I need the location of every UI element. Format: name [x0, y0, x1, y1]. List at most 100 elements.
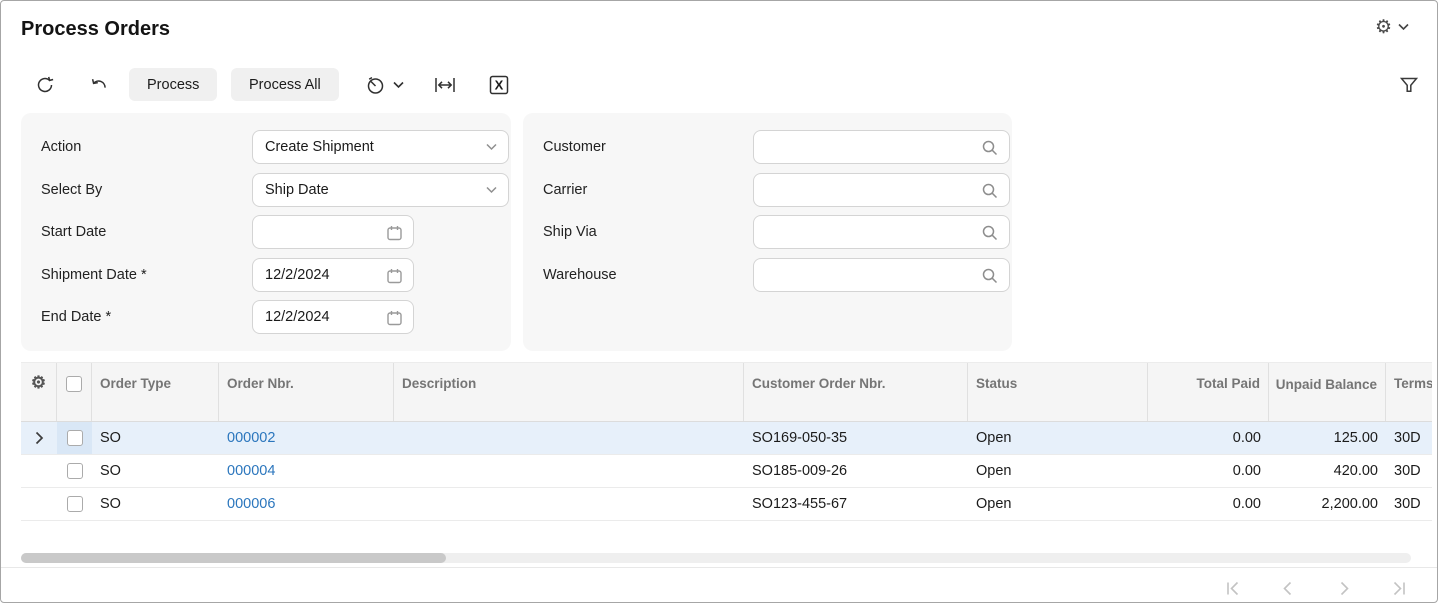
cell-order-type: SO	[100, 495, 121, 512]
row-pointer-cell	[21, 455, 57, 488]
customer-input[interactable]	[766, 131, 976, 163]
row-checkbox[interactable]	[57, 488, 92, 521]
chevron-right-icon	[35, 431, 43, 445]
cell-order-type: SO	[100, 429, 121, 446]
last-page-button[interactable]	[1388, 578, 1408, 598]
next-page-button[interactable]	[1333, 578, 1353, 598]
chevron-down-icon	[486, 143, 497, 151]
checkbox-icon	[66, 430, 83, 446]
filter-settings-button[interactable]	[1397, 73, 1421, 97]
schedule-button[interactable]	[361, 73, 407, 97]
gear-icon: ⚙	[30, 373, 47, 392]
svg-text:X: X	[495, 78, 504, 93]
select-all-checkbox[interactable]	[57, 363, 92, 421]
calendar-icon[interactable]	[386, 224, 403, 242]
start-date-label: Start Date	[41, 224, 107, 240]
shipment-date-label: Shipment Date *	[41, 267, 147, 283]
row-checkbox[interactable]	[57, 422, 92, 454]
checkbox-icon	[66, 376, 82, 392]
cell-order-nbr: 000002	[219, 422, 394, 455]
cell-terms: 30D	[1394, 429, 1421, 446]
horizontal-scrollbar[interactable]	[21, 553, 1411, 563]
select-by-select[interactable]: Ship Date	[252, 173, 509, 207]
start-date-field	[252, 215, 414, 249]
ship-via-input[interactable]	[766, 216, 976, 248]
cell-terms: 30D	[1394, 495, 1421, 512]
start-date-input[interactable]	[265, 216, 375, 248]
column-header-order-nbr[interactable]: Order Nbr.	[219, 363, 394, 421]
cell-order-nbr: 000004	[219, 455, 394, 488]
column-header-order-type[interactable]: Order Type	[92, 363, 219, 421]
order-nbr-link[interactable]: 000004	[227, 462, 276, 479]
customer-label: Customer	[543, 139, 606, 155]
cell-description	[394, 488, 744, 521]
calendar-icon[interactable]	[386, 309, 403, 327]
cell-total-paid: 0.00	[1232, 495, 1261, 512]
cell-unpaid-balance: 2,200.00	[1321, 495, 1378, 512]
previous-page-button[interactable]	[1278, 578, 1298, 598]
carrier-field	[753, 173, 1010, 207]
export-to-excel-button[interactable]: X	[487, 73, 511, 97]
calendar-icon[interactable]	[386, 267, 403, 285]
cell-order-nbr: 000006	[219, 488, 394, 521]
cell-order-type: SO	[100, 462, 121, 479]
refresh-button[interactable]	[33, 73, 57, 97]
cell-customer-order-nbr: SO123-455-67	[752, 495, 848, 512]
column-header-description[interactable]: Description	[394, 363, 744, 421]
row-pointer-cell	[21, 422, 57, 455]
column-header-status[interactable]: Status	[968, 363, 1148, 421]
cell-unpaid-balance: 125.00	[1333, 429, 1378, 446]
cancel-button[interactable]	[87, 73, 111, 97]
column-header-total-paid[interactable]: Total Paid	[1148, 363, 1269, 421]
row-checkbox[interactable]	[57, 455, 92, 488]
table-row[interactable]: SO 000004 SO185-009-26 Open 0.00 420.00 …	[21, 455, 1432, 488]
customer-field	[753, 130, 1010, 164]
orders-grid: ⚙ Order Type Order Nbr. Description Cust…	[21, 362, 1432, 521]
scrollbar-thumb[interactable]	[21, 553, 446, 563]
ship-via-field	[753, 215, 1010, 249]
search-icon[interactable]	[981, 139, 999, 157]
process-all-button[interactable]: Process All	[231, 68, 339, 101]
chevron-down-icon	[486, 186, 497, 194]
chevron-down-icon	[1398, 23, 1409, 31]
column-header-terms[interactable]: Terms	[1386, 363, 1432, 421]
screen-settings-button[interactable]: ⚙	[1375, 15, 1419, 39]
column-header-customer-order-nbr[interactable]: Customer Order Nbr.	[744, 363, 968, 421]
column-header-unpaid-balance[interactable]: Unpaid Balance	[1269, 363, 1386, 421]
selection-filters-panel: Customer Carrier Ship Via	[523, 113, 1012, 351]
fit-to-screen-button[interactable]	[433, 73, 457, 97]
page-title: Process Orders	[21, 18, 170, 40]
order-nbr-link[interactable]: 000006	[227, 495, 276, 512]
cell-terms: 30D	[1394, 462, 1421, 479]
last-page-icon	[1393, 581, 1405, 595]
cell-status: Open	[976, 495, 1012, 512]
column-configuration-button[interactable]: ⚙	[21, 363, 57, 421]
select-by-label: Select By	[41, 182, 103, 198]
fit-width-icon	[435, 78, 455, 92]
carrier-input[interactable]	[766, 174, 976, 206]
process-button[interactable]: Process	[129, 68, 218, 101]
cell-description	[394, 455, 744, 488]
action-select[interactable]: Create Shipment	[252, 130, 509, 164]
warehouse-label: Warehouse	[543, 267, 617, 283]
action-label: Action	[41, 139, 82, 155]
search-icon[interactable]	[981, 182, 999, 200]
row-pointer-cell	[21, 488, 57, 521]
order-nbr-link[interactable]: 000002	[227, 429, 276, 446]
first-page-button[interactable]	[1223, 578, 1243, 598]
search-icon[interactable]	[981, 267, 999, 285]
end-date-input[interactable]	[265, 301, 375, 333]
cell-customer-order-nbr: SO185-009-26	[752, 462, 848, 479]
grid-pagination	[1, 578, 1437, 598]
cell-customer-order-nbr: SO169-050-35	[752, 429, 848, 446]
shipment-date-input[interactable]	[265, 259, 375, 291]
refresh-icon	[37, 76, 54, 93]
first-page-icon	[1226, 581, 1238, 595]
table-row[interactable]: SO 000006 SO123-455-67 Open 0.00 2,200.0…	[21, 488, 1432, 521]
table-row[interactable]: SO 000002 SO169-050-35 Open 0.00 125.00 …	[21, 422, 1432, 455]
warehouse-input[interactable]	[766, 259, 976, 291]
cell-unpaid-balance: 420.00	[1333, 462, 1378, 479]
end-date-label: End Date *	[41, 309, 112, 325]
schedule-icon	[367, 76, 383, 94]
search-icon[interactable]	[981, 224, 999, 242]
